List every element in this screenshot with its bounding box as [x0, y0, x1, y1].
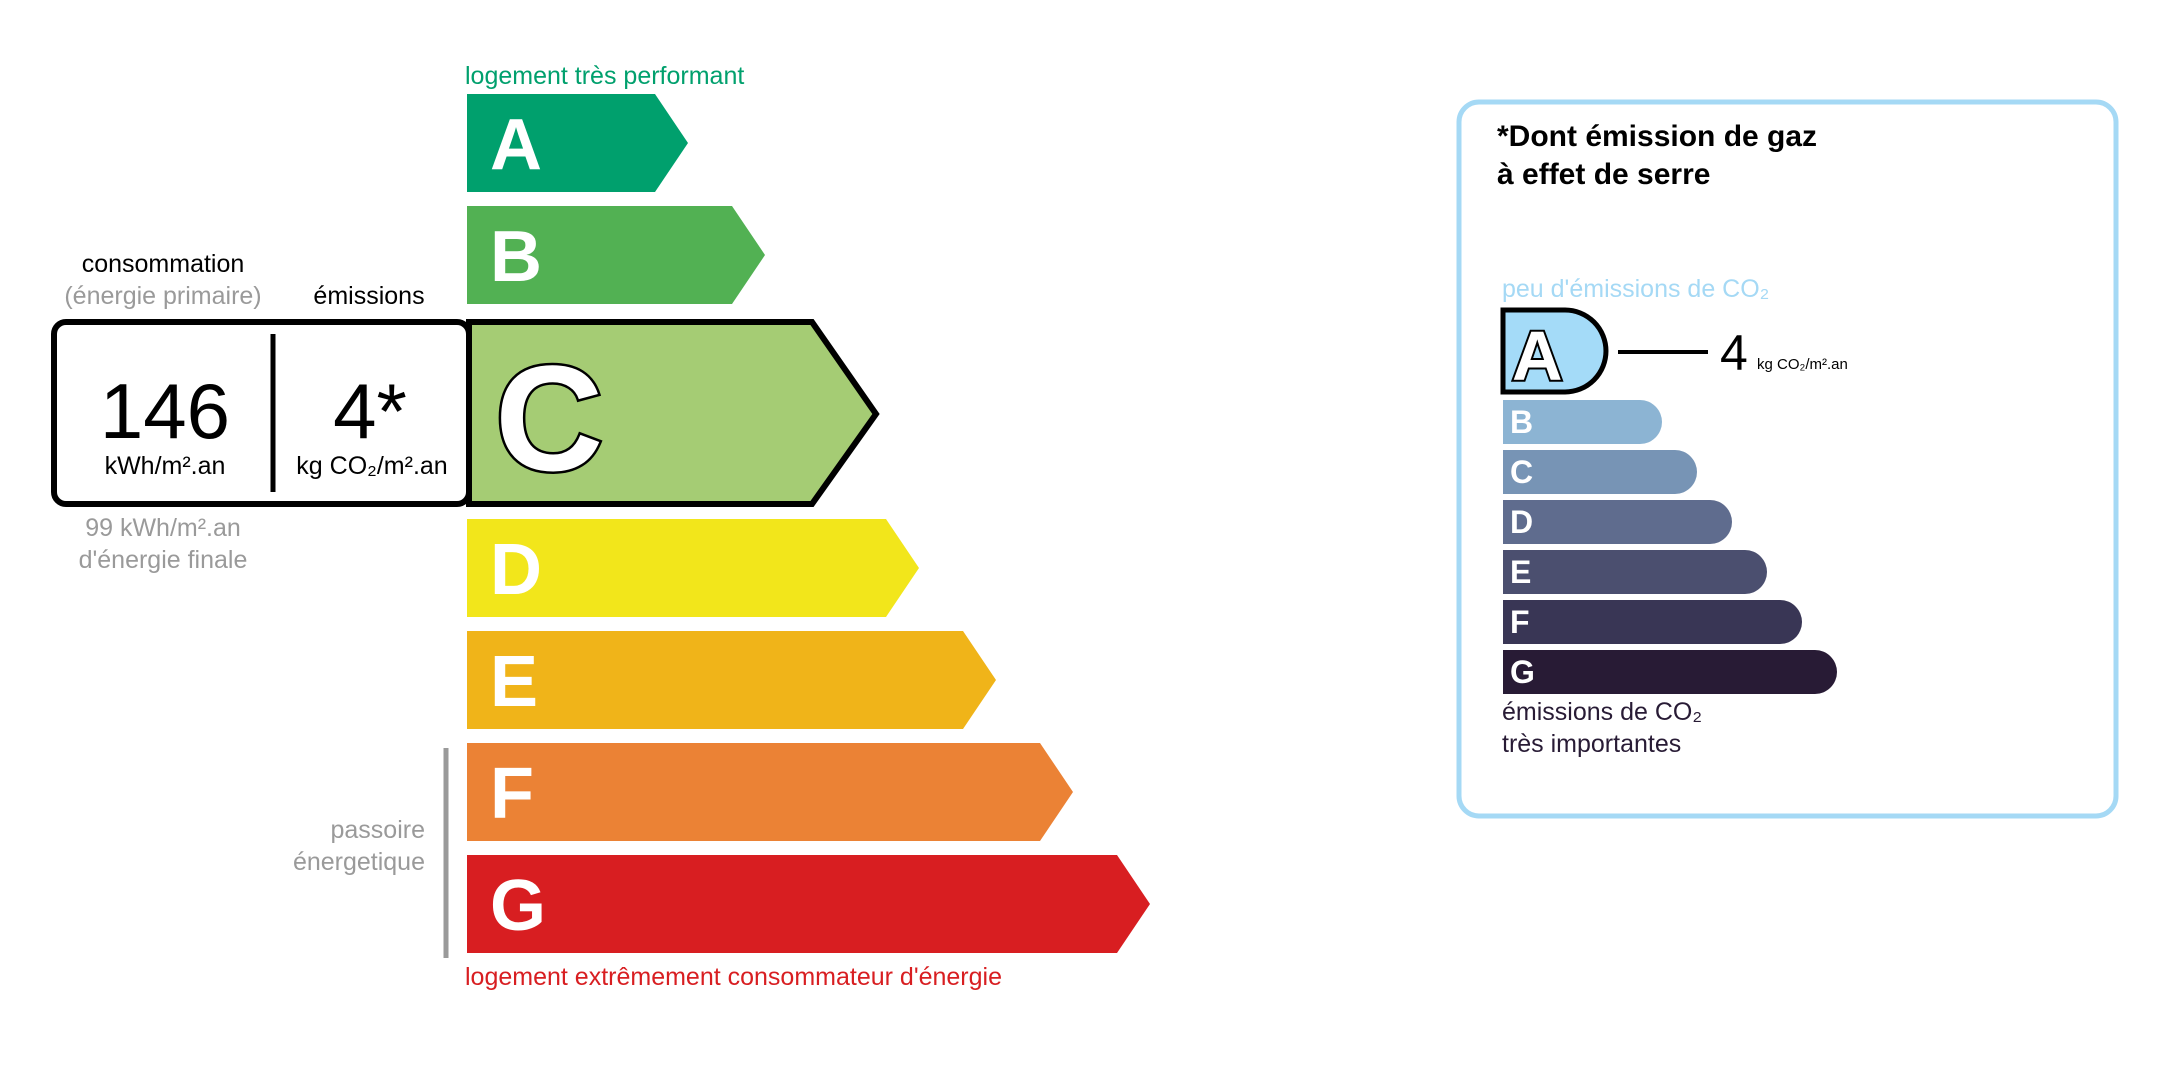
energy-class-e: E	[467, 631, 996, 729]
summary-box	[51, 319, 472, 507]
energy-class-b: B	[467, 206, 765, 304]
ges-letter: F	[1510, 604, 1530, 640]
consumption-header: consommation	[82, 250, 245, 278]
ges-title: *Dont émission de gaz	[1497, 120, 1817, 153]
ges-top-label: peu d'émissions de CO₂	[1502, 275, 1769, 303]
emissions-header: émissions	[313, 282, 424, 310]
energy-letter: G	[490, 866, 546, 946]
ges-class-f: F	[1503, 600, 1802, 644]
ges-title-2: à effet de serre	[1497, 158, 1710, 191]
energy-bar	[467, 855, 1150, 953]
final-energy-label: d'énergie finale	[79, 546, 248, 574]
energy-letter: B	[490, 217, 542, 297]
emissions-unit: kg CO₂/m².an	[296, 452, 447, 480]
bottom-energy-label: logement extrêmement consommateur d'éner…	[465, 963, 1002, 991]
ges-class-a: A	[1500, 307, 1609, 397]
ges-bottom-label: émissions de CO₂	[1502, 698, 1702, 726]
energy-letter: E	[490, 642, 538, 722]
ges-letter: A	[1512, 317, 1563, 395]
ges-unit: kg CO₂/m².an	[1757, 356, 1848, 373]
energy-class-c: C	[466, 319, 880, 507]
ges-bottom-label-2: très importantes	[1502, 730, 1681, 758]
ges-bar	[1503, 600, 1802, 644]
ges-letter: G	[1510, 654, 1535, 690]
passoire-label: passoire	[331, 816, 426, 844]
ges-letter: B	[1510, 404, 1533, 440]
top-energy-label: logement très performant	[465, 62, 744, 90]
energy-bar	[467, 94, 688, 192]
energy-class-g: G	[467, 855, 1150, 953]
energy-bar	[467, 519, 919, 617]
energy-bar	[467, 631, 996, 729]
ges-class-g: G	[1503, 650, 1837, 694]
energy-bar	[467, 206, 765, 304]
ges-value: 4	[1720, 325, 1748, 381]
energy-class-f: F	[467, 743, 1073, 841]
energy-letter: D	[490, 530, 542, 610]
energy-letter: C	[495, 334, 603, 502]
ges-class-b: B	[1503, 400, 1662, 444]
ges-letter: C	[1510, 454, 1533, 490]
ges-bar	[1503, 550, 1767, 594]
ges-class-d: D	[1503, 500, 1732, 544]
energy-bar	[467, 743, 1073, 841]
ges-letter: E	[1510, 554, 1531, 590]
ges-bar	[1503, 450, 1697, 494]
ges-class-e: E	[1503, 550, 1767, 594]
energy-class-d: D	[467, 519, 919, 617]
consumption-subheader: (énergie primaire)	[64, 282, 261, 310]
ges-bar	[1503, 650, 1837, 694]
emissions-value: 4*	[333, 367, 407, 455]
passoire-label-2: énergetique	[293, 848, 425, 876]
ges-class-c: C	[1503, 450, 1697, 494]
energy-class-a: A	[467, 94, 688, 192]
ges-letter: D	[1510, 504, 1533, 540]
ges-bar	[1503, 500, 1732, 544]
energy-letter: F	[490, 754, 534, 834]
consumption-value: 146	[100, 367, 230, 455]
ges-bar	[1500, 307, 1609, 395]
energy-letter: A	[490, 105, 542, 185]
consumption-unit: kWh/m².an	[105, 452, 226, 480]
ges-bar	[1503, 400, 1662, 444]
final-energy-value: 99 kWh/m².an	[85, 514, 241, 542]
